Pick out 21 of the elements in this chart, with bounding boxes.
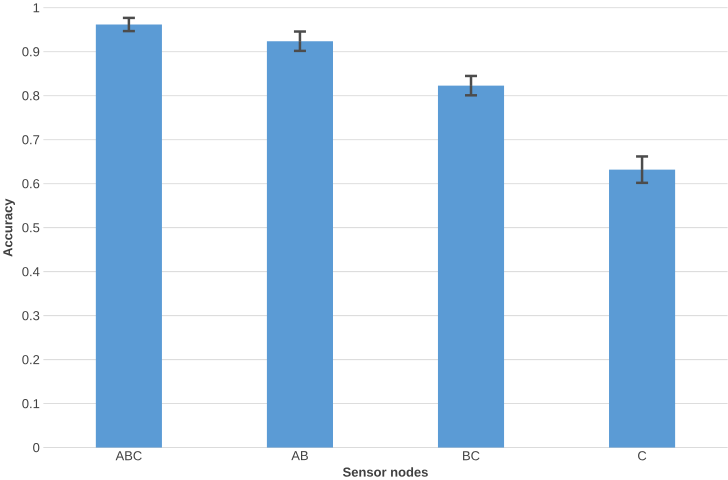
y-tick-label: 0.9 [22, 47, 40, 56]
x-tick-label: BC [463, 451, 480, 460]
bar [96, 24, 162, 448]
y-tick-label: 0.3 [22, 311, 40, 320]
y-tick-label: 0.7 [22, 135, 40, 144]
y-tick-label: 0.4 [22, 267, 40, 276]
y-tick-label: 0.1 [22, 399, 40, 408]
y-axis-title: Accuracy [3, 198, 15, 257]
bar [438, 86, 504, 448]
y-tick-label: 0.6 [22, 179, 40, 188]
x-tick-label: AB [291, 451, 308, 460]
x-tick-label: ABC [116, 451, 142, 460]
y-tick-label: 0 [33, 443, 40, 452]
y-tick-label: 0.2 [22, 355, 40, 364]
y-tick-label: 0.8 [22, 91, 40, 100]
y-tick-label: 1 [34, 3, 40, 12]
bar [609, 170, 676, 448]
y-tick-label: 0.5 [22, 223, 40, 232]
x-axis-title: Sensor nodes [342, 467, 428, 477]
bar [266, 41, 334, 448]
x-tick-label: C [638, 451, 646, 460]
